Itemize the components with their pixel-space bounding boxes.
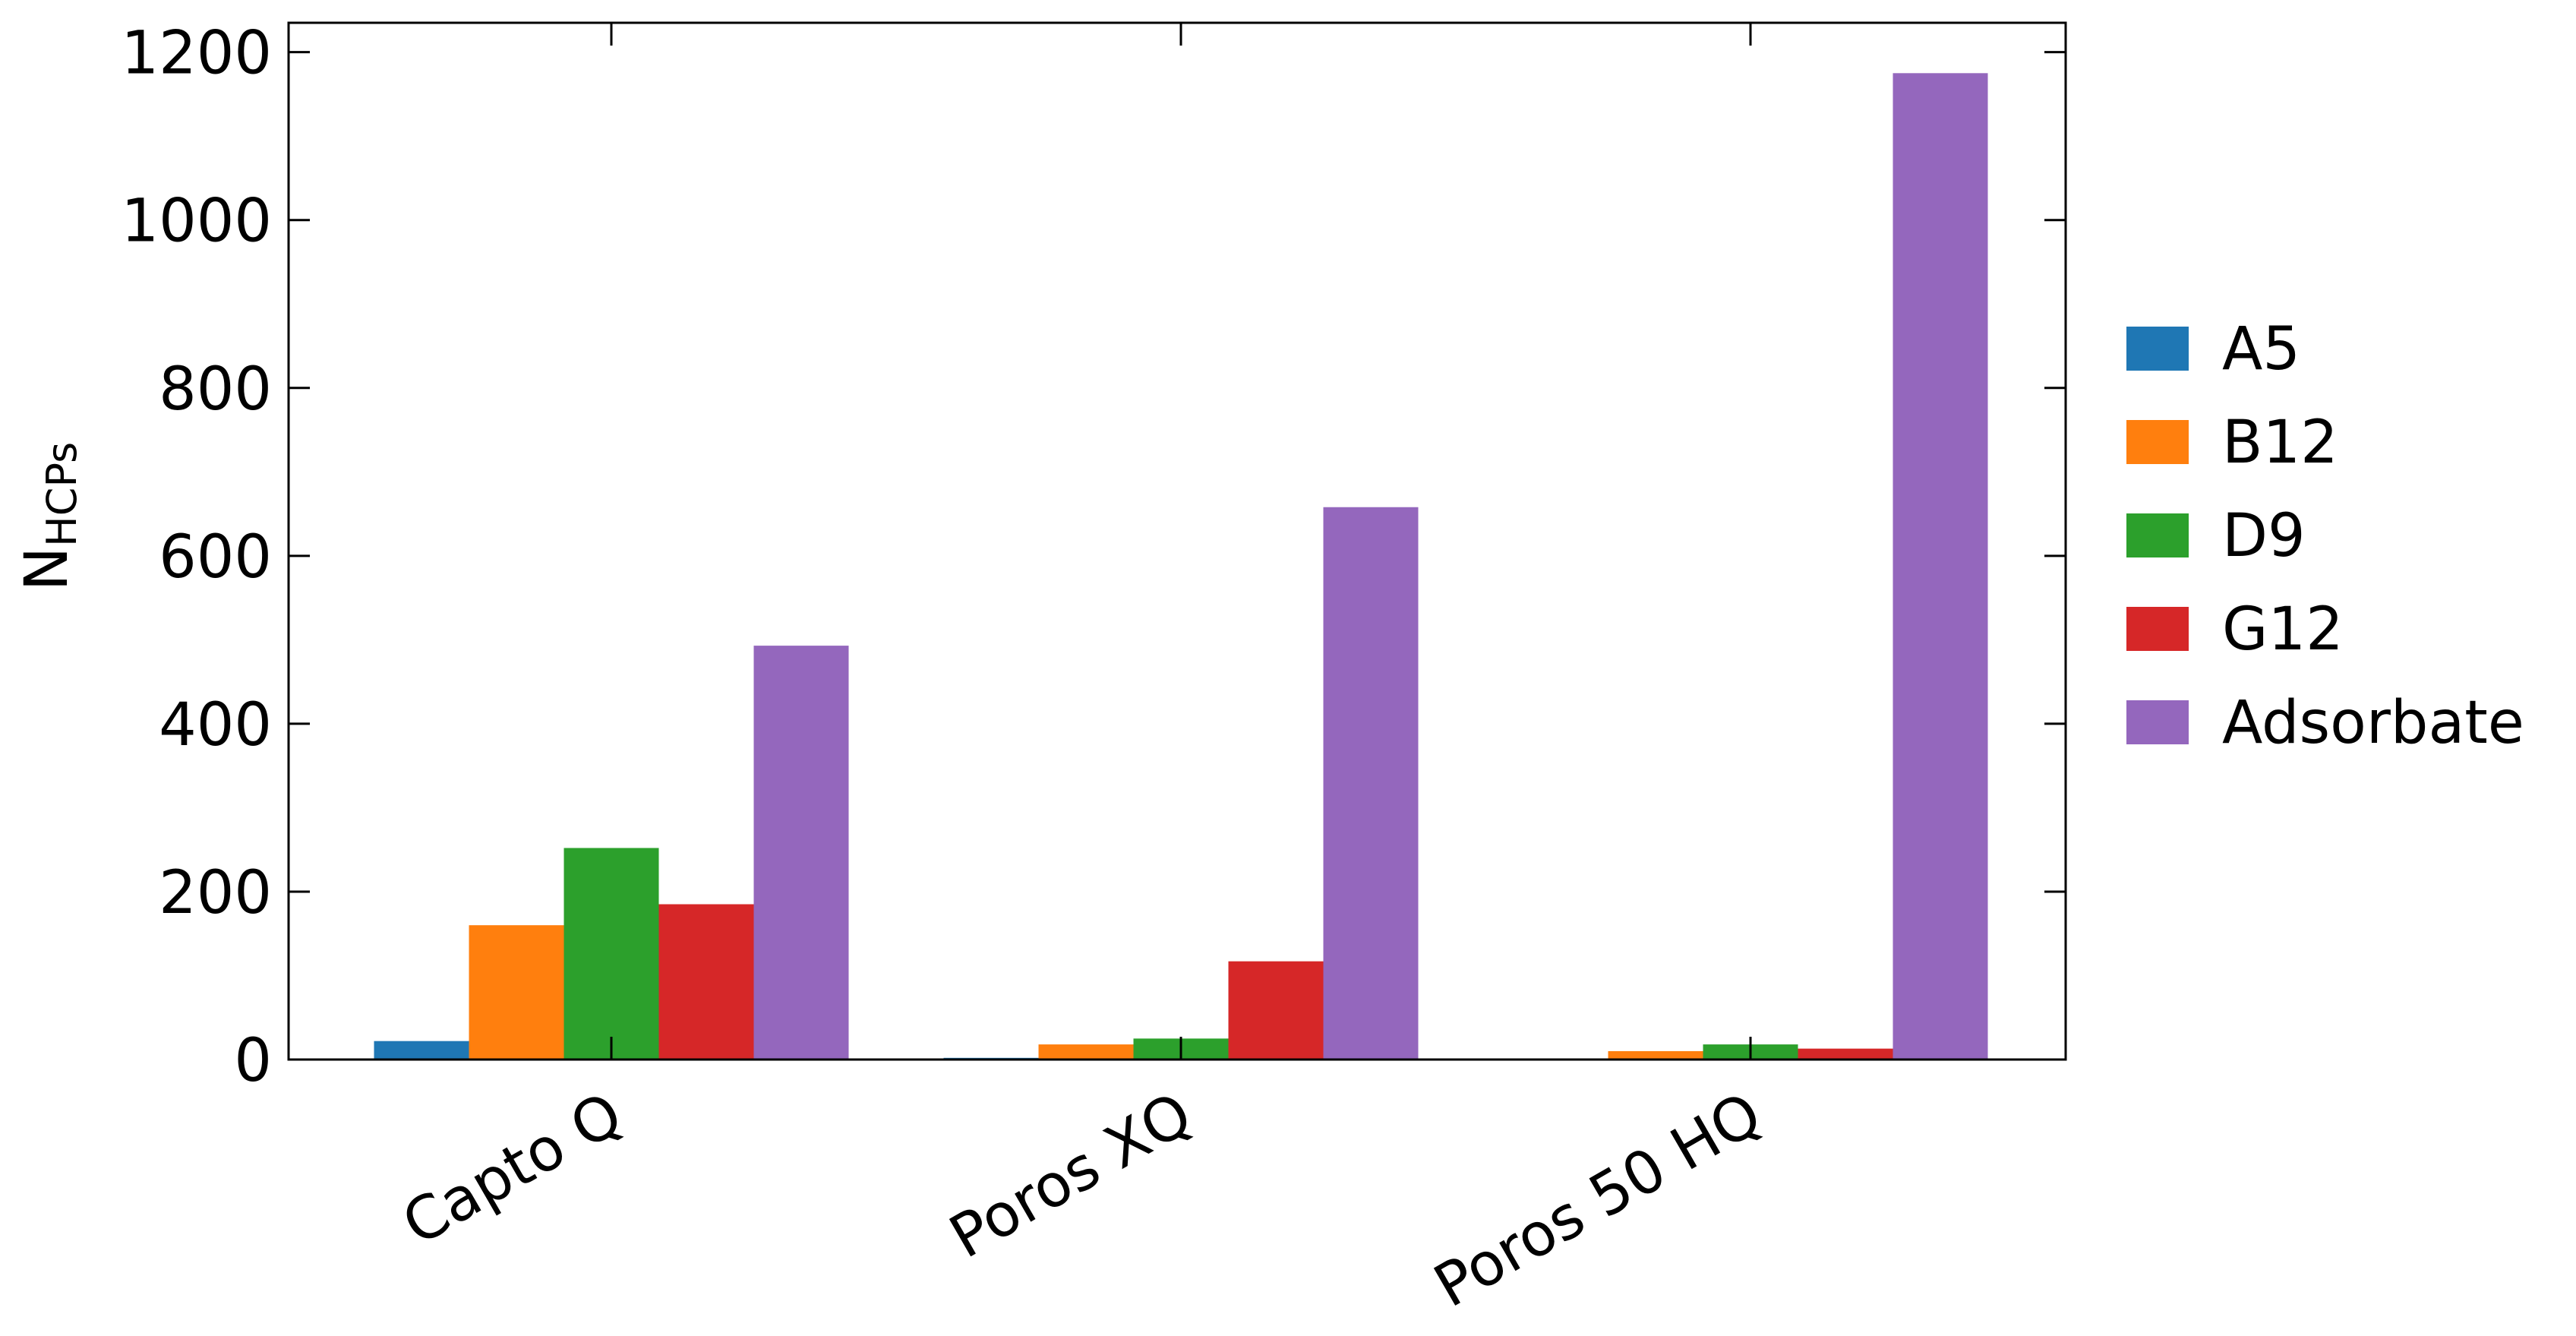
bars-group: [374, 73, 1988, 1060]
bar-g12-poros-50-hq: [1798, 1048, 1893, 1060]
y-tick-label: 200: [159, 859, 272, 927]
legend-label-adsorbate: Adsorbate: [2222, 689, 2524, 757]
legend-swatch-a5: [2126, 327, 2189, 371]
legend-label-g12: G12: [2222, 595, 2344, 664]
x-tick-label: Capto Q: [392, 1080, 634, 1259]
x-tick-label: Poros XQ: [939, 1080, 1203, 1272]
y-tick-label: 1200: [121, 20, 272, 88]
bar-d9-capto-q: [564, 848, 659, 1060]
legend-swatch-adsorbate: [2126, 700, 2189, 744]
legend-swatch-g12: [2126, 607, 2189, 651]
y-axis-label-subscript: HCPs: [38, 442, 86, 547]
bar-b12-poros-50-hq: [1608, 1050, 1703, 1060]
bar-a5-capto-q: [374, 1041, 469, 1060]
y-tick-label: 600: [159, 523, 272, 592]
y-tick-label: 400: [159, 691, 272, 760]
bar-g12-capto-q: [658, 904, 754, 1060]
x-tick-label: Poros 50 HQ: [1423, 1080, 1773, 1322]
bar-b12-capto-q: [469, 925, 564, 1060]
bar-g12-poros-xq: [1228, 961, 1324, 1060]
bar-adsorbate-poros-xq: [1323, 507, 1419, 1060]
plot-frame: [287, 21, 2067, 1061]
bar-adsorbate-capto-q: [753, 646, 849, 1060]
legend: A5 B12 D9 G12 Adsorbate: [2126, 315, 2524, 757]
y-tick-label: 0: [234, 1027, 272, 1095]
y-axis-label-main: N: [13, 547, 81, 591]
legend-label-a5: A5: [2222, 315, 2300, 384]
legend-swatch-b12: [2126, 420, 2189, 464]
legend-swatch-d9: [2126, 513, 2189, 557]
y-axis-label: NHCPs: [13, 442, 86, 591]
bar-b12-poros-xq: [1038, 1044, 1134, 1060]
legend-label-d9: D9: [2222, 502, 2306, 570]
ticks-group: 0 200 400 600 800 1000 1200 Capto Q Poros XQ Poro…: [121, 20, 2066, 1322]
bar-adsorbate-poros-50-hq: [1893, 73, 1988, 1060]
y-tick-label: 1000: [121, 188, 272, 256]
y-tick-label: 800: [159, 355, 272, 424]
legend-label-b12: B12: [2222, 409, 2338, 477]
axes-group: [287, 21, 2067, 1061]
